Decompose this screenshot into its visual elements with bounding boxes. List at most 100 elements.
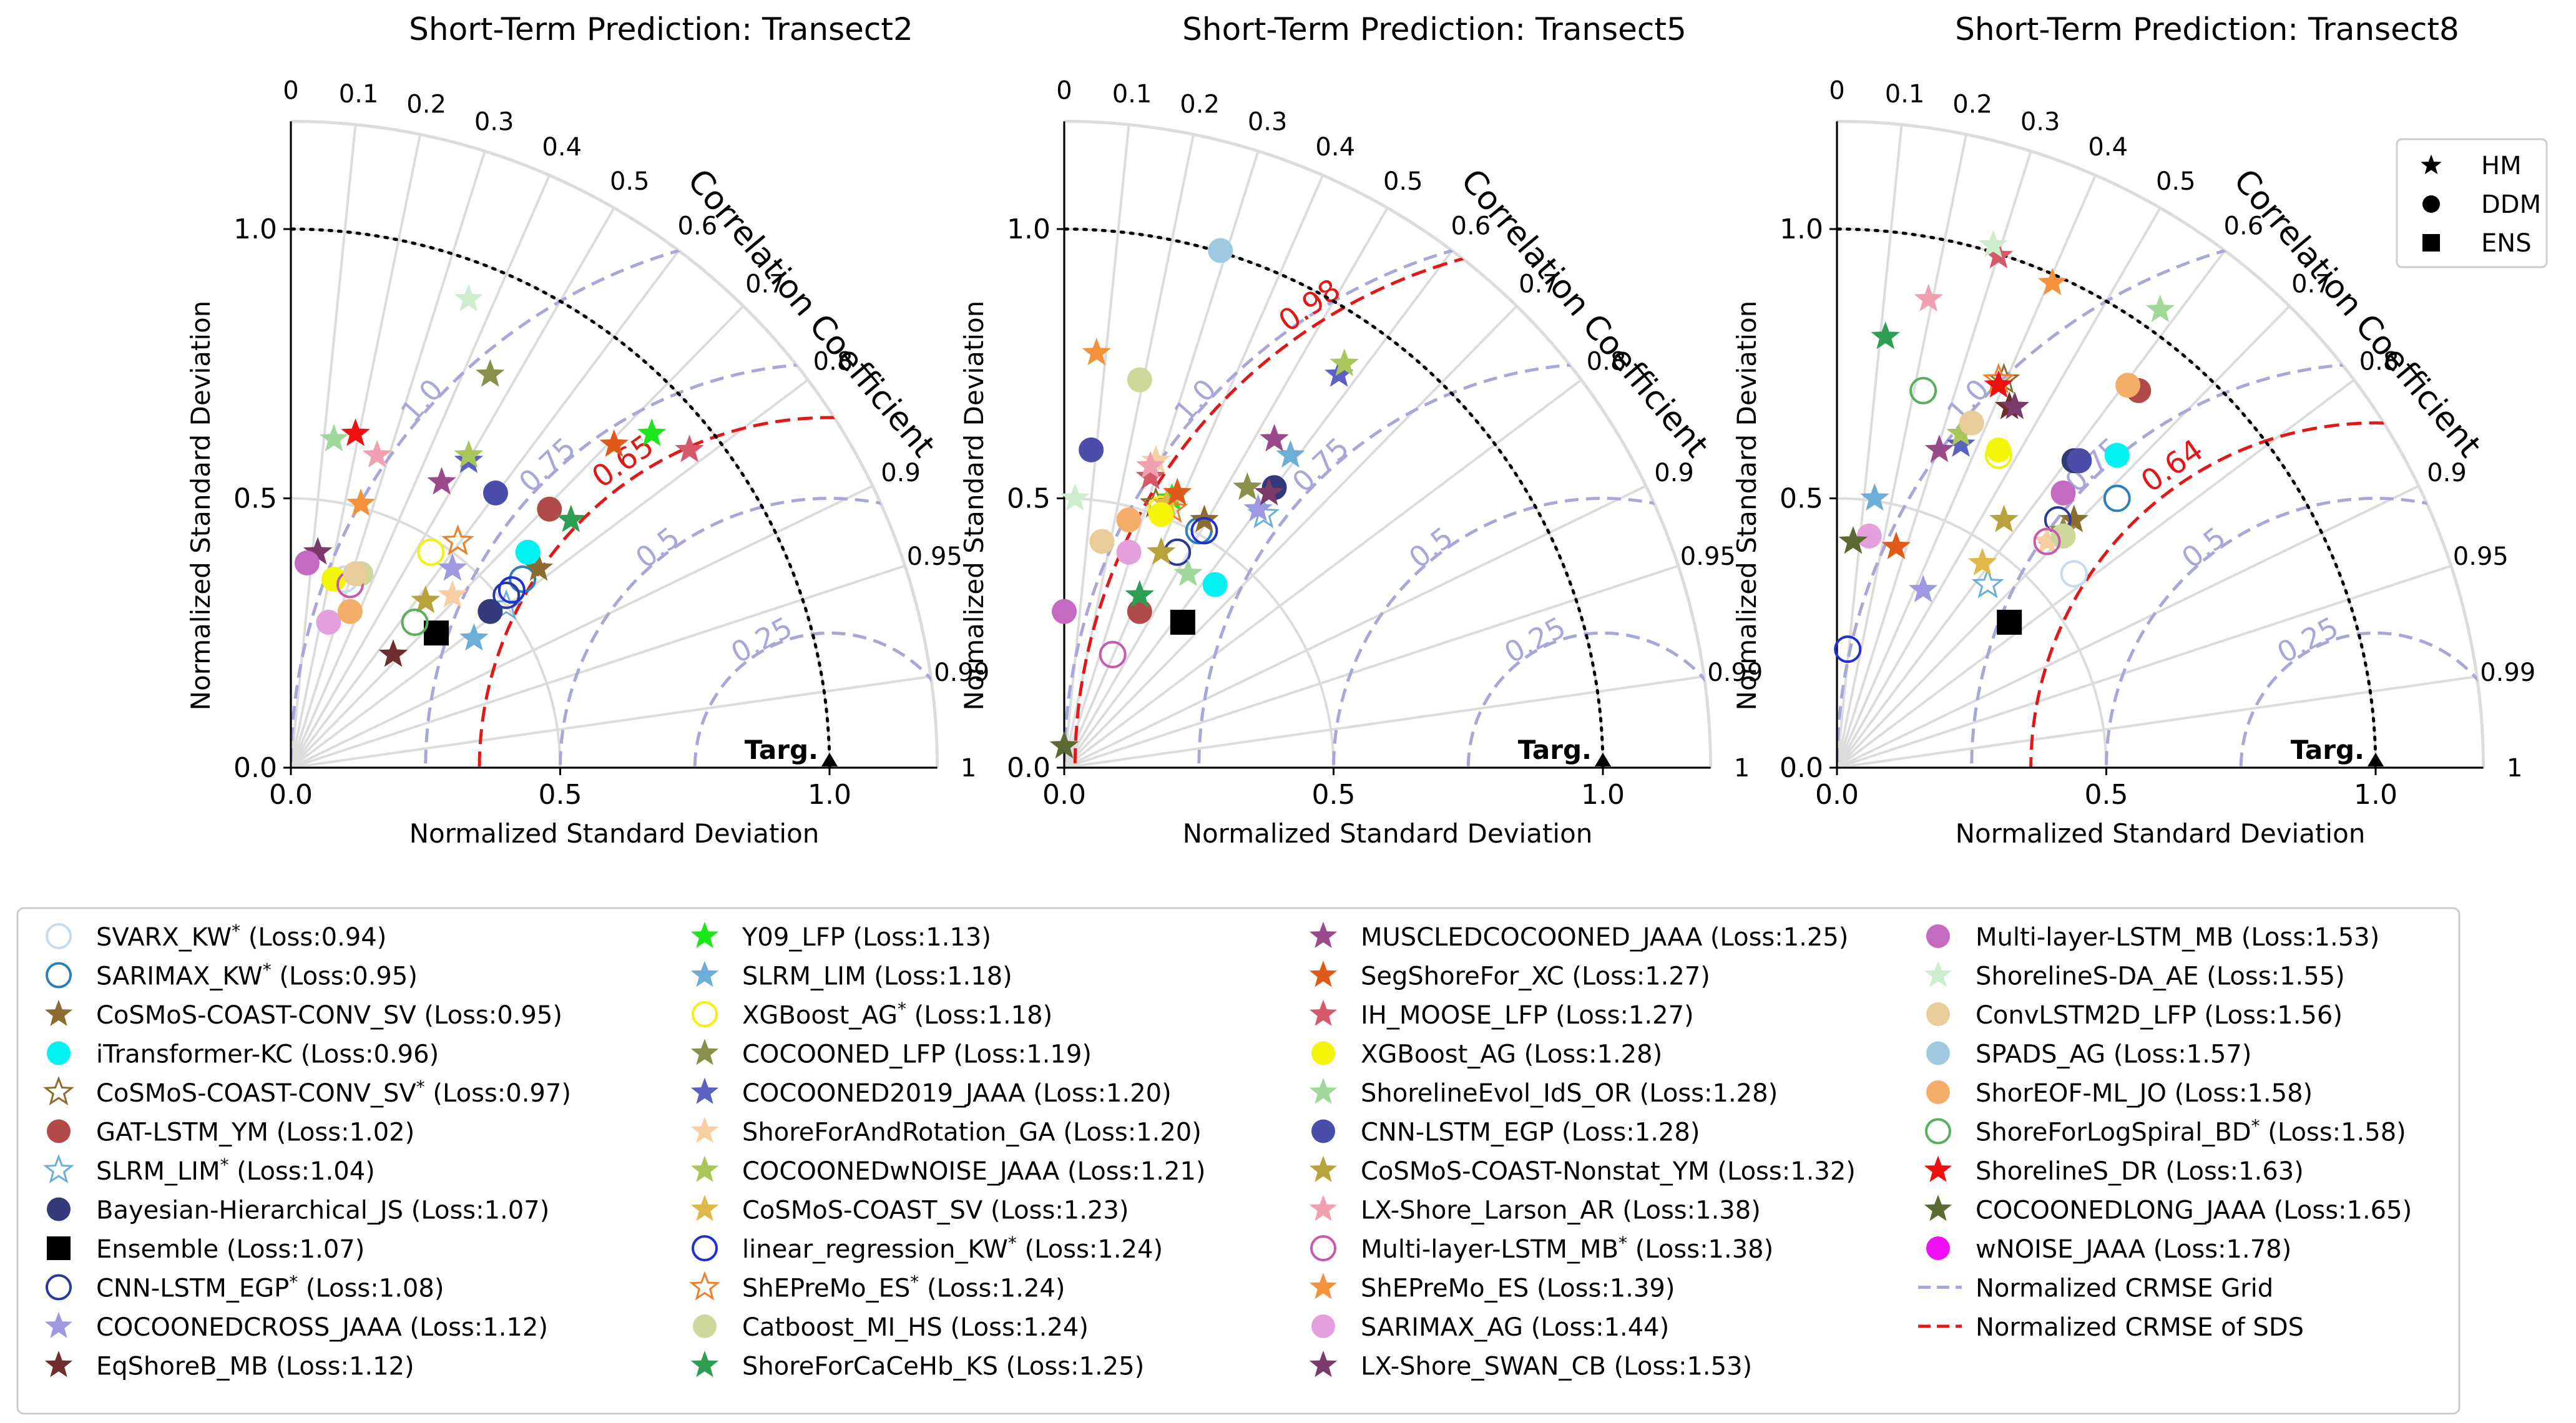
legend-marker: [1309, 1077, 1338, 1104]
data-point: [417, 538, 445, 566]
y-tick-label: 0.0: [233, 752, 277, 784]
legend-model-name: linear_regression_KW: [742, 1235, 1008, 1264]
legend-loss: (Loss:1.28): [1554, 1118, 1700, 1147]
legend-marker: [1926, 1080, 1950, 1104]
legend-loss: (Loss:1.23): [982, 1196, 1129, 1225]
legend-label: COCOONED2019_JAAA (Loss:1.20): [742, 1079, 1172, 1108]
corr-grid-ray: [1836, 175, 2097, 768]
legend-model-name: ShorelineEvol_IdS_OR: [1361, 1079, 1632, 1108]
legend-loss: (Loss:1.18): [866, 962, 1012, 991]
data-point: [1089, 529, 1115, 554]
y-axis-label: Normalized Standard Deviation: [185, 301, 216, 711]
data-point: [316, 609, 341, 635]
y-tick-label: 0.5: [233, 483, 277, 515]
legend-model-name: EqShoreB_MB: [96, 1352, 268, 1381]
data-point: [401, 608, 429, 636]
legend-model-name: Y09_LFP: [742, 923, 845, 952]
legend-label: ShorelineEvol_IdS_OR (Loss:1.28): [1361, 1079, 1778, 1108]
legend-asterisk: *: [416, 1077, 425, 1097]
data-point: [1116, 539, 1142, 565]
legend-label: CNN-LSTM_EGP* (Loss:1.08): [96, 1272, 444, 1303]
legend-marker: [1311, 1041, 1335, 1065]
data-point: [1871, 321, 1900, 350]
legend-marker: [46, 923, 72, 949]
data-point: [637, 418, 667, 446]
data-point: [427, 467, 456, 495]
legend-marker: [44, 1351, 73, 1377]
legend-label: Multi-layer-LSTM_MB (Loss:1.53): [1976, 923, 2379, 952]
legend-loss: (Loss:1.24): [943, 1313, 1089, 1342]
corr-tick-label: 0.4: [2088, 133, 2128, 162]
data-point: [1908, 574, 1938, 602]
data-point: [2115, 373, 2141, 398]
shape-legend-marker: [2421, 154, 2442, 175]
legend-label: Catboost_MI_HS (Loss:1.24): [742, 1313, 1089, 1342]
data-point: [441, 524, 474, 555]
legend-label: ShorelineS-DA_AE (Loss:1.55): [1976, 962, 2345, 991]
legend-marker: [47, 1041, 71, 1065]
model-legend: SVARX_KW* (Loss:0.94)SARIMAX_KW* (Loss:0…: [16, 907, 2461, 1415]
data-point: [509, 565, 537, 593]
data-point: [1233, 472, 1262, 500]
legend-marker: [1309, 1155, 1338, 1182]
data-point: [1986, 437, 2011, 462]
legend-model-name: COCOONED2019_JAAA: [742, 1079, 1026, 1108]
data-point: [1997, 609, 2022, 635]
data-point: [2050, 480, 2076, 506]
legend-model-name: CoSMoS-COAST-Nonstat_YM: [1361, 1157, 1710, 1186]
y-tick-label: 1.0: [1780, 213, 1823, 245]
data-point: [1984, 369, 2014, 398]
legend-loss: (Loss:1.58): [2260, 1118, 2406, 1147]
panel-title: Short-Term Prediction: Transect5: [1182, 11, 1687, 47]
data-points: [294, 283, 704, 667]
legend-label: Bayesian-Hierarchical_JS (Loss:1.07): [96, 1196, 549, 1225]
legend-model-name: GAT-LSTM_YM: [96, 1118, 268, 1147]
legend-marker: [47, 1119, 71, 1143]
legend-model-name: ShoreForCaCeHb_KS: [742, 1352, 998, 1381]
corr-grid-ray: [290, 124, 357, 768]
corr-tick-label: 0.8: [813, 348, 853, 376]
legend-asterisk: *: [1008, 1233, 1017, 1253]
corr-tick-label: 0.8: [1587, 348, 1627, 376]
corr-tick-label: 0.7: [1519, 270, 1559, 299]
data-point: [477, 599, 503, 624]
legend-marker: [1310, 1235, 1336, 1261]
legend-label: CoSMoS-COAST-Nonstat_YM (Loss:1.32): [1361, 1157, 1856, 1186]
legend-marker: [1924, 961, 1952, 987]
corr-tick-label: 0.2: [1952, 90, 1992, 119]
y-tick-label: 0.5: [1007, 483, 1050, 515]
corr-tick-label: 0.6: [1451, 212, 1491, 241]
data-point: [2103, 484, 2131, 512]
legend-model-name: LX-Shore_SWAN_CB: [1361, 1352, 1606, 1381]
legend-loss: (Loss:1.56): [2196, 1001, 2343, 1030]
legend-label: SARIMAX_KW* (Loss:0.95): [96, 960, 418, 991]
legend-label: ShoreForLogSpiral_BD* (Loss:1.58): [1976, 1116, 2406, 1147]
data-point: [2060, 560, 2088, 588]
legend-model-name: IH_MOOSE_LFP: [1361, 1001, 1547, 1030]
corr-tick-label: 0.95: [2453, 542, 2509, 571]
legend-loss: (Loss:0.94): [240, 923, 386, 952]
legend-marker: [1309, 921, 1338, 948]
legend-loss: (Loss:1.28): [1632, 1079, 1778, 1108]
legend-label: ShEPreMo_ES (Loss:1.39): [1361, 1274, 1675, 1303]
legend-marker: [1309, 1195, 1338, 1221]
legend-label: SegShoreFor_XC (Loss:1.27): [1361, 962, 1710, 991]
legend-loss: (Loss:1.57): [2105, 1040, 2251, 1069]
legend-loss: (Loss:1.65): [2266, 1196, 2412, 1225]
data-point: [1060, 483, 1090, 511]
legend-marker: [1309, 961, 1338, 987]
legend-marker: [46, 962, 72, 989]
legend-model-name: SPADS_AG: [1976, 1040, 2105, 1069]
legend-label: iTransformer-KC (Loss:0.96): [96, 1040, 439, 1069]
legend-model-name: Bayesian-Hierarchical_JS: [96, 1196, 403, 1225]
legend-model-name: Multi-layer-LSTM_MB: [1361, 1235, 1619, 1264]
corr-tick-label: 0.9: [2427, 459, 2467, 487]
legend-model-name: ShEPreMo_ES: [1361, 1274, 1529, 1303]
corr-grid-ray: [1063, 305, 1518, 769]
legend-loss: (Loss:1.27): [1564, 962, 1710, 991]
legend-marker: [690, 1351, 719, 1377]
legend-label: ShEPreMo_ES* (Loss:1.24): [742, 1272, 1065, 1303]
corr-tick-label: 0.4: [1315, 133, 1355, 162]
legend-model-name: COCOONED_LFP: [742, 1040, 946, 1069]
